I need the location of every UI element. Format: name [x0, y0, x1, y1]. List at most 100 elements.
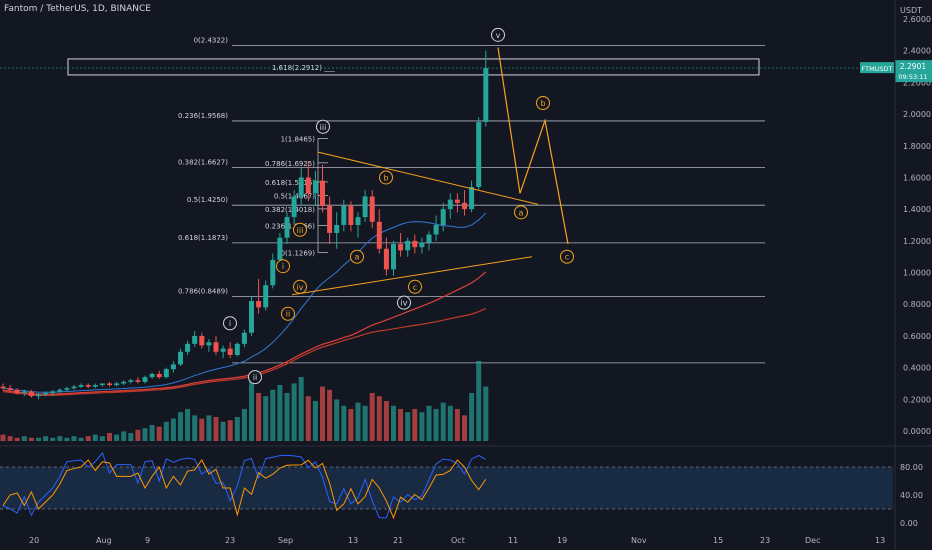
x-tick-label: Nov [631, 536, 647, 545]
stoch-tick-label: 0.00 [900, 519, 918, 528]
candle-body [64, 388, 70, 390]
volume-bar [99, 436, 105, 441]
volume-bar [398, 409, 404, 441]
symbol-tag-label: FTMUSDT [861, 65, 892, 73]
y-tick-label: 2.2000 [903, 78, 931, 87]
volume-bar [341, 405, 347, 441]
candle-body [440, 209, 446, 226]
candle-body [163, 369, 169, 378]
x-tick-label: 21 [393, 536, 403, 545]
volume-bar [305, 396, 311, 441]
extension-label: 1.618(2.2912) ___ [272, 64, 335, 72]
candle-body [178, 351, 183, 365]
candle-body [348, 205, 354, 226]
candle-body [419, 242, 425, 248]
volume-bar [327, 389, 333, 441]
volume-bar [462, 415, 467, 441]
y-tick-label: 2.0000 [903, 110, 931, 119]
candle-body [256, 301, 262, 308]
volume-bar [476, 361, 482, 441]
wave-label-orange-marker [408, 279, 422, 294]
inner-fib-label: 0.618(1.5716) [265, 179, 315, 187]
volume-bar [249, 373, 254, 441]
wave-label-orange-marker [276, 259, 290, 274]
wave-label-orange: b [383, 173, 388, 182]
x-tick-label: 15 [713, 536, 723, 545]
candle-body [234, 343, 240, 355]
volume-bar [206, 415, 212, 441]
price-tag [895, 60, 932, 83]
wave-label-orange-marker [560, 249, 574, 264]
volume-bar [121, 431, 127, 441]
candle-body [43, 392, 49, 395]
fib-label: 0.5(1.4250) [187, 196, 228, 204]
candle-body [405, 240, 411, 251]
x-tick-label: 23 [225, 536, 235, 545]
volume-bar [284, 393, 290, 441]
projection-path [497, 47, 569, 245]
wave-label-orange: c [413, 283, 417, 292]
candle-body [469, 186, 475, 210]
candle-body [85, 385, 91, 387]
volume-bar [128, 433, 134, 441]
x-tick-label: Sep [278, 536, 293, 545]
candle-body [369, 196, 375, 222]
wave-label-white-marker [223, 316, 237, 331]
candle-body [320, 180, 325, 206]
volume-bar [440, 402, 446, 441]
wave-label-white-marker [397, 295, 411, 310]
ma-blue-line [2, 212, 487, 393]
wave-label-orange-marker [536, 95, 550, 110]
wave-label-orange: a [355, 253, 360, 262]
wave-label-orange-marker [281, 306, 295, 321]
candle-body [36, 394, 41, 397]
candle-body [398, 244, 404, 251]
volume-bar [234, 417, 240, 441]
wave-label-orange: a [519, 208, 524, 217]
candle-body [454, 199, 460, 203]
candle-body [433, 225, 439, 235]
candle-body [185, 343, 191, 352]
volume-bar [391, 405, 396, 441]
wave-label-orange-marker [293, 222, 307, 237]
volume-bar [36, 437, 41, 441]
stoch-d-line [2, 459, 487, 520]
candle-body [99, 383, 105, 386]
candle-body [341, 205, 347, 226]
volume-bar [447, 405, 453, 441]
inner-fib-label: 0(1.1269) [281, 249, 316, 257]
candle-body [412, 240, 418, 248]
candle-body [312, 180, 318, 194]
wave-label-orange-marker [379, 170, 393, 185]
volume-bar [135, 429, 141, 441]
wave-label-orange: i [282, 262, 284, 271]
wave-label-white: v [496, 31, 501, 40]
volume-bar [92, 434, 98, 441]
wave-label-orange: iii [297, 226, 304, 235]
volume-bar [376, 396, 382, 441]
volume-bar [334, 399, 340, 441]
volume-bar [78, 437, 84, 441]
candle-body [57, 389, 63, 392]
candle-body [383, 248, 389, 270]
volume-bar [256, 393, 262, 441]
volume-bar [483, 386, 489, 441]
candle-body [263, 285, 269, 308]
volume-bar [220, 421, 226, 441]
candle-body [447, 199, 453, 210]
candle-body [277, 237, 283, 260]
volume-bar [50, 437, 56, 441]
stoch-band [0, 467, 893, 509]
candle-body [305, 177, 311, 194]
candle-body [14, 389, 20, 393]
volume-bar [412, 409, 418, 441]
extension-box [67, 58, 760, 76]
moving-averages [2, 212, 487, 396]
candle-body [50, 391, 56, 393]
candle-body [121, 381, 127, 384]
candle-body [71, 386, 77, 389]
volume-bar [355, 402, 361, 441]
wave-label-orange-marker [350, 249, 364, 264]
